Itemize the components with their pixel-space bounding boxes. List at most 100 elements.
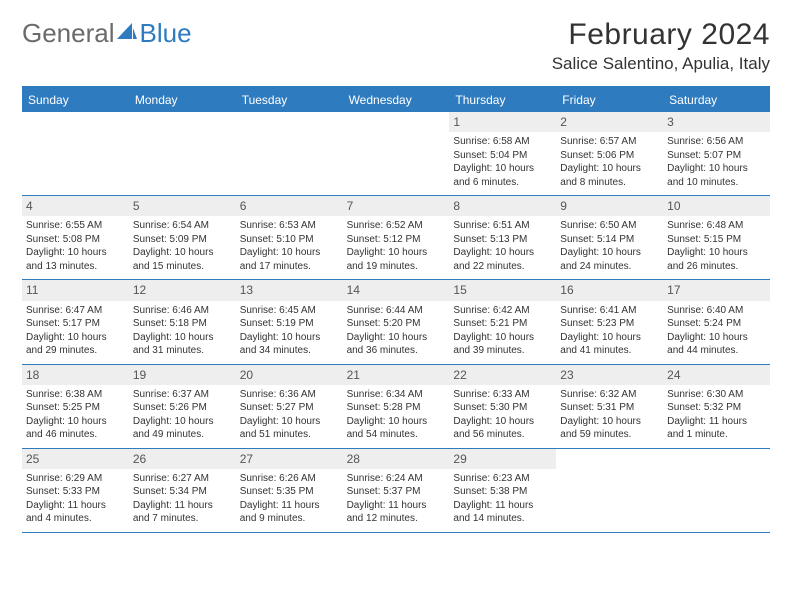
day-number: 15 [449, 280, 556, 300]
day-cell: 4Sunrise: 6:55 AMSunset: 5:08 PMDaylight… [22, 196, 129, 279]
day-cell: 19Sunrise: 6:37 AMSunset: 5:26 PMDayligh… [129, 365, 236, 448]
day-cell: 14Sunrise: 6:44 AMSunset: 5:20 PMDayligh… [343, 280, 450, 363]
day-header-thursday: Thursday [449, 88, 556, 112]
day-cell: 28Sunrise: 6:24 AMSunset: 5:37 PMDayligh… [343, 449, 450, 532]
day-number: 6 [236, 196, 343, 216]
daylight-line: Daylight: 10 hours and 17 minutes. [240, 246, 339, 273]
day-number: 8 [449, 196, 556, 216]
day-header-friday: Friday [556, 88, 663, 112]
logo-sail-icon [116, 18, 138, 49]
day-header-saturday: Saturday [663, 88, 770, 112]
daylight-line: Daylight: 10 hours and 24 minutes. [560, 246, 659, 273]
sunset-line: Sunset: 5:14 PM [560, 233, 659, 247]
day-cell: 3Sunrise: 6:56 AMSunset: 5:07 PMDaylight… [663, 112, 770, 195]
daylight-line: Daylight: 11 hours and 12 minutes. [347, 499, 446, 526]
sunrise-line: Sunrise: 6:46 AM [133, 304, 232, 318]
sunrise-line: Sunrise: 6:45 AM [240, 304, 339, 318]
sunrise-line: Sunrise: 6:47 AM [26, 304, 125, 318]
day-number: 20 [236, 365, 343, 385]
sunset-line: Sunset: 5:31 PM [560, 401, 659, 415]
sunset-line: Sunset: 5:20 PM [347, 317, 446, 331]
empty-cell [343, 112, 450, 195]
sunrise-line: Sunrise: 6:40 AM [667, 304, 766, 318]
daylight-line: Daylight: 10 hours and 19 minutes. [347, 246, 446, 273]
sunset-line: Sunset: 5:33 PM [26, 485, 125, 499]
daylight-line: Daylight: 11 hours and 14 minutes. [453, 499, 552, 526]
daylight-line: Daylight: 10 hours and 46 minutes. [26, 415, 125, 442]
calendar: SundayMondayTuesdayWednesdayThursdayFrid… [22, 86, 770, 533]
day-number: 26 [129, 449, 236, 469]
sunrise-line: Sunrise: 6:48 AM [667, 219, 766, 233]
sunset-line: Sunset: 5:07 PM [667, 149, 766, 163]
day-number: 17 [663, 280, 770, 300]
logo-prefix: General [22, 18, 115, 49]
sunrise-line: Sunrise: 6:37 AM [133, 388, 232, 402]
day-cell: 9Sunrise: 6:50 AMSunset: 5:14 PMDaylight… [556, 196, 663, 279]
sunrise-line: Sunrise: 6:51 AM [453, 219, 552, 233]
day-header-tuesday: Tuesday [236, 88, 343, 112]
sunset-line: Sunset: 5:25 PM [26, 401, 125, 415]
day-number: 4 [22, 196, 129, 216]
sunrise-line: Sunrise: 6:27 AM [133, 472, 232, 486]
daylight-line: Daylight: 11 hours and 9 minutes. [240, 499, 339, 526]
day-header-sunday: Sunday [22, 88, 129, 112]
daylight-line: Daylight: 10 hours and 29 minutes. [26, 331, 125, 358]
day-number: 23 [556, 365, 663, 385]
day-number: 18 [22, 365, 129, 385]
day-cell: 17Sunrise: 6:40 AMSunset: 5:24 PMDayligh… [663, 280, 770, 363]
week-row: 4Sunrise: 6:55 AMSunset: 5:08 PMDaylight… [22, 196, 770, 280]
day-cell: 12Sunrise: 6:46 AMSunset: 5:18 PMDayligh… [129, 280, 236, 363]
sunset-line: Sunset: 5:27 PM [240, 401, 339, 415]
week-row: 1Sunrise: 6:58 AMSunset: 5:04 PMDaylight… [22, 112, 770, 196]
daylight-line: Daylight: 11 hours and 7 minutes. [133, 499, 232, 526]
day-number: 5 [129, 196, 236, 216]
day-number: 27 [236, 449, 343, 469]
daylight-line: Daylight: 10 hours and 41 minutes. [560, 331, 659, 358]
day-cell: 6Sunrise: 6:53 AMSunset: 5:10 PMDaylight… [236, 196, 343, 279]
sunset-line: Sunset: 5:21 PM [453, 317, 552, 331]
day-cell: 1Sunrise: 6:58 AMSunset: 5:04 PMDaylight… [449, 112, 556, 195]
title-block: February 2024 Salice Salentino, Apulia, … [552, 18, 770, 74]
logo: General Blue [22, 18, 192, 49]
day-number: 1 [449, 112, 556, 132]
sunset-line: Sunset: 5:32 PM [667, 401, 766, 415]
sunrise-line: Sunrise: 6:57 AM [560, 135, 659, 149]
empty-cell [236, 112, 343, 195]
day-cell: 25Sunrise: 6:29 AMSunset: 5:33 PMDayligh… [22, 449, 129, 532]
daylight-line: Daylight: 10 hours and 22 minutes. [453, 246, 552, 273]
daylight-line: Daylight: 10 hours and 49 minutes. [133, 415, 232, 442]
daylight-line: Daylight: 10 hours and 6 minutes. [453, 162, 552, 189]
day-number: 22 [449, 365, 556, 385]
sunrise-line: Sunrise: 6:23 AM [453, 472, 552, 486]
day-cell: 11 Sunrise: 6:47 AMSunset: 5:17 PMDayligh… [22, 280, 129, 363]
day-cell: 22Sunrise: 6:33 AMSunset: 5:30 PMDayligh… [449, 365, 556, 448]
day-number: 7 [343, 196, 450, 216]
sunset-line: Sunset: 5:17 PM [26, 317, 125, 331]
empty-cell [663, 449, 770, 532]
sunrise-line: Sunrise: 6:26 AM [240, 472, 339, 486]
sunset-line: Sunset: 5:04 PM [453, 149, 552, 163]
sunset-line: Sunset: 5:37 PM [347, 485, 446, 499]
day-number: 11 [22, 280, 129, 300]
daylight-line: Daylight: 10 hours and 34 minutes. [240, 331, 339, 358]
day-header-row: SundayMondayTuesdayWednesdayThursdayFrid… [22, 88, 770, 112]
sunrise-line: Sunrise: 6:34 AM [347, 388, 446, 402]
day-number: 9 [556, 196, 663, 216]
sunrise-line: Sunrise: 6:42 AM [453, 304, 552, 318]
day-number: 25 [22, 449, 129, 469]
daylight-line: Daylight: 10 hours and 56 minutes. [453, 415, 552, 442]
daylight-line: Daylight: 10 hours and 10 minutes. [667, 162, 766, 189]
day-cell: 2Sunrise: 6:57 AMSunset: 5:06 PMDaylight… [556, 112, 663, 195]
sunset-line: Sunset: 5:19 PM [240, 317, 339, 331]
sunrise-line: Sunrise: 6:55 AM [26, 219, 125, 233]
sunrise-line: Sunrise: 6:24 AM [347, 472, 446, 486]
sunset-line: Sunset: 5:15 PM [667, 233, 766, 247]
daylight-line: Daylight: 10 hours and 54 minutes. [347, 415, 446, 442]
sunset-line: Sunset: 5:23 PM [560, 317, 659, 331]
day-number: 19 [129, 365, 236, 385]
daylight-line: Daylight: 10 hours and 31 minutes. [133, 331, 232, 358]
sunrise-line: Sunrise: 6:54 AM [133, 219, 232, 233]
sunrise-line: Sunrise: 6:38 AM [26, 388, 125, 402]
sunrise-line: Sunrise: 6:36 AM [240, 388, 339, 402]
day-cell: 13Sunrise: 6:45 AMSunset: 5:19 PMDayligh… [236, 280, 343, 363]
